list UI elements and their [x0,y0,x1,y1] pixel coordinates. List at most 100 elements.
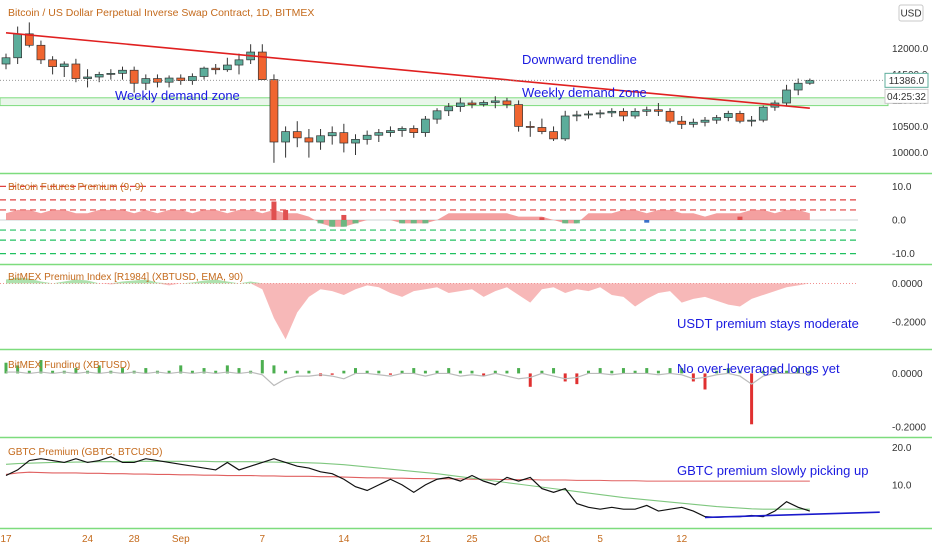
futures-premium-neg-34 [399,220,406,224]
premium-index-tick-1: -0.2000 [892,317,926,328]
funding-bar-46 [540,370,544,374]
candle-38[interactable] [444,106,454,112]
candle-49[interactable] [572,114,582,117]
candle-34[interactable] [397,128,407,131]
funding-bar-67 [785,370,789,374]
price-tick-0: 12000.0 [892,44,929,55]
candle-50[interactable] [584,113,593,116]
candle-0[interactable] [1,57,11,65]
candle-56[interactable] [654,109,663,112]
gbtc-green-average [5,460,810,510]
candle-48[interactable] [560,115,570,140]
candle-4[interactable] [48,59,57,67]
candle-33[interactable] [386,130,395,133]
gbtc-premium-series [5,456,880,519]
candle-11[interactable] [129,69,139,84]
funding-bar-63 [738,370,742,374]
time-label-2: 28 [129,534,141,545]
candle-54[interactable] [630,110,640,117]
funding-bar-39 [458,370,462,374]
funding-bar-60 [703,373,707,390]
candle-39[interactable] [456,102,465,107]
candle-35[interactable] [409,128,419,133]
funding-bar-58 [680,368,684,374]
candle-67[interactable] [782,89,791,104]
funding-bar-36 [423,370,427,374]
candle-58[interactable] [677,120,687,125]
candle-65[interactable] [758,106,768,121]
candle-2[interactable] [24,33,34,46]
candle-32[interactable] [374,132,384,136]
candle-53[interactable] [619,110,628,117]
candle-68[interactable] [793,82,803,91]
candle-5[interactable] [59,63,69,67]
downward-trendline[interactable] [5,32,810,109]
countdown-label: 04:25:32 [884,88,929,104]
candle-37[interactable] [432,110,442,120]
annotation-weekly-demand-zone-left: Weekly demand zone [115,88,240,103]
candle-43[interactable] [502,100,512,105]
time-label-10: 12 [676,534,688,545]
candle-12[interactable] [141,78,151,84]
candle-6[interactable] [71,63,81,79]
candle-25[interactable] [292,131,302,139]
candle-63[interactable] [735,113,745,122]
candle-62[interactable] [723,113,733,118]
candle-52[interactable] [607,110,617,114]
candle-20[interactable] [234,59,244,66]
candle-8[interactable] [94,74,104,78]
candle-17[interactable] [199,67,209,77]
futures-premium-spike-5 [737,216,743,220]
candle-51[interactable] [595,112,605,115]
candle-22[interactable] [257,51,267,80]
funding-bar-32 [377,370,381,374]
candle-61[interactable] [712,117,722,121]
candle-7[interactable] [83,76,92,79]
candle-45[interactable] [525,126,535,128]
candle-26[interactable] [304,137,314,143]
candle-47[interactable] [549,131,558,140]
futures-premium-spike-0 [271,201,277,220]
candle-24[interactable] [281,131,290,143]
candle-59[interactable] [688,121,698,125]
funding-bar-29 [342,370,346,374]
candle-41[interactable] [479,102,488,105]
annotation-usdt-premium: USDT premium stays moderate [677,316,859,331]
candle-60[interactable] [700,119,710,123]
funding-bar-25 [295,370,299,374]
gbtc-support-line[interactable] [704,511,880,519]
funding-bar-18 [214,370,218,374]
candle-40[interactable] [467,102,477,105]
last-price-label: 11386.0 [884,72,929,88]
candle-36[interactable] [421,118,430,133]
candle-42[interactable] [490,100,500,103]
candle-44[interactable] [514,104,523,127]
candle-10[interactable] [118,69,127,74]
currency-button[interactable]: USD [898,4,924,22]
candle-3[interactable] [36,44,46,61]
candle-46[interactable] [537,127,547,132]
candle-13[interactable] [153,78,162,83]
candle-19[interactable] [223,64,232,71]
candle-29[interactable] [339,132,349,144]
premium-index-tick-0: 0.0000 [892,279,923,290]
candle-57[interactable] [665,110,675,122]
candle-69[interactable] [805,79,815,84]
time-label-8: Oct [534,534,550,545]
candle-27[interactable] [316,135,325,143]
candle-64[interactable] [747,119,756,122]
time-label-7: 25 [466,534,478,545]
gbtc-tick-1: 10.0 [892,480,912,491]
candle-18[interactable] [211,67,221,71]
funding-bar-22 [260,360,264,374]
funding-bar-0 [4,362,8,374]
candle-23[interactable] [269,79,279,143]
candle-28[interactable] [327,132,337,137]
candle-9[interactable] [106,73,116,75]
candle-30[interactable] [351,139,360,144]
candle-31[interactable] [362,134,372,140]
candle-1[interactable] [13,33,22,59]
candle-55[interactable] [642,109,652,112]
